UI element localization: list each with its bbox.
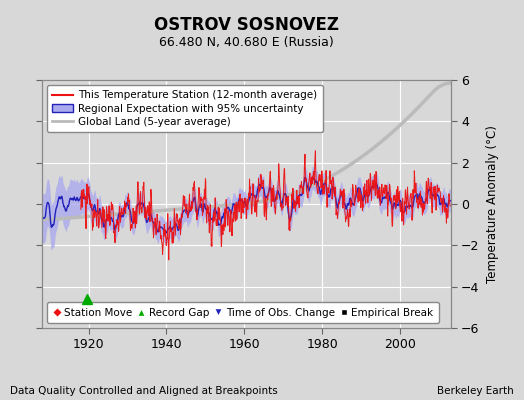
Text: 66.480 N, 40.680 E (Russia): 66.480 N, 40.680 E (Russia) bbox=[159, 36, 334, 49]
Text: Berkeley Earth: Berkeley Earth bbox=[437, 386, 514, 396]
Text: Data Quality Controlled and Aligned at Breakpoints: Data Quality Controlled and Aligned at B… bbox=[10, 386, 278, 396]
Legend: This Temperature Station (12-month average), Regional Expectation with 95% uncer: This Temperature Station (12-month avera… bbox=[47, 85, 323, 132]
Y-axis label: Temperature Anomaly (°C): Temperature Anomaly (°C) bbox=[486, 125, 499, 283]
Text: OSTROV SOSNOVEZ: OSTROV SOSNOVEZ bbox=[154, 16, 339, 34]
